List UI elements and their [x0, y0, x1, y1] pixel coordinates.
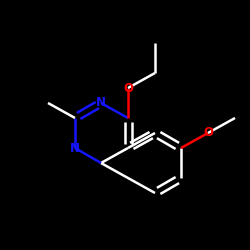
- Text: O: O: [203, 126, 213, 140]
- Text: N: N: [96, 96, 106, 110]
- Text: O: O: [123, 82, 133, 94]
- Text: N: N: [70, 142, 80, 154]
